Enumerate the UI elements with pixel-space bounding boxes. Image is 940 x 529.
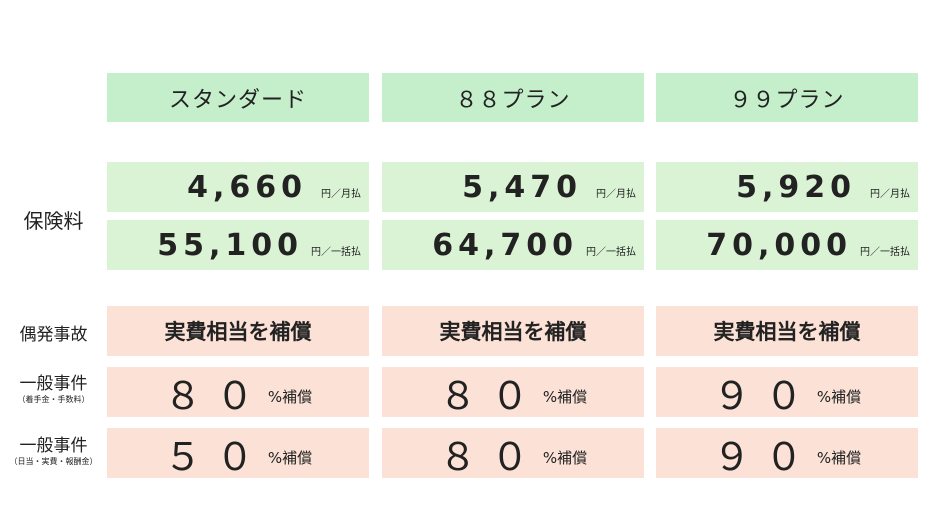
row-label-general-2: 一般事件 （日当・実費・報酬金） (9, 436, 98, 466)
coverage-cell: ５０ %補償 (107, 428, 369, 479)
plan-header-99: ９９プラン (656, 73, 918, 122)
lump-premium: 70,000 円／一括払 (656, 220, 918, 270)
plan-header-88: ８８プラン (382, 73, 644, 122)
monthly-premium: 5,470 円／月払 (382, 162, 644, 212)
coverage-cell: ８０ %補償 (382, 428, 644, 479)
coverage-cell: ９０ %補償 (656, 367, 918, 418)
monthly-premium: 5,920 円／月払 (656, 162, 918, 212)
premium-label: 保険料 (23, 209, 84, 233)
monthly-premium: 4,660 円／月払 (107, 162, 369, 212)
coverage-cell: ８０ %補償 (382, 367, 644, 418)
coverage-cell: 実費相当を補償 (382, 306, 644, 356)
coverage-cell: ８０ %補償 (107, 367, 369, 418)
row-label-general-1: 一般事件 （着手金・手数料） (17, 374, 90, 404)
lump-premium: 55,100 円／一括払 (107, 220, 369, 270)
row-label-accident: 偶発事故 (19, 325, 88, 345)
coverage-cell: ９０ %補償 (656, 428, 918, 479)
coverage-cell: 実費相当を補償 (107, 306, 369, 356)
lump-premium: 64,700 円／一括払 (382, 220, 644, 270)
plan-header-standard: スタンダード (107, 73, 369, 122)
coverage-cell: 実費相当を補償 (656, 306, 918, 356)
